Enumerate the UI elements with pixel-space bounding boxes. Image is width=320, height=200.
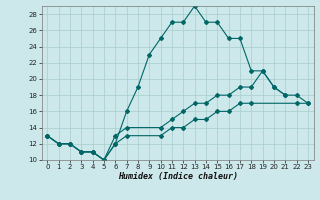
X-axis label: Humidex (Indice chaleur): Humidex (Indice chaleur)	[118, 172, 237, 181]
